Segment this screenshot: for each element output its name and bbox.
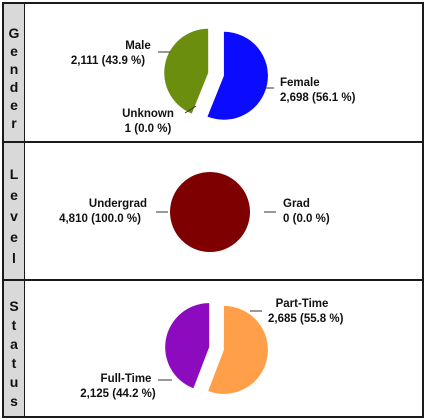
label-unknown-value: 1 (0.0 %)	[125, 123, 172, 135]
label-undergrad-count: 4,810	[59, 213, 88, 225]
gender-pie: Male 2,111 (43.9 %) Female 2,698 (56.1 %…	[71, 28, 356, 135]
side-letter: v	[10, 208, 18, 224]
status-pie: Part-Time 2,685 (55.8 %) Full-Time 2,125…	[80, 298, 343, 400]
label-male-name: Male	[125, 40, 151, 52]
pie-slice-undergrad	[170, 172, 250, 252]
label-grad-value: 0 (0.0 %)	[283, 213, 330, 225]
label-female-pct: (56.1 %)	[312, 92, 356, 104]
label-grad-count: 0	[283, 213, 289, 225]
side-letter: e	[10, 97, 18, 113]
side-letter: e	[10, 43, 18, 59]
label-full-time-name: Full-Time	[101, 373, 152, 385]
label-grad-pct: (0.0 %)	[293, 213, 330, 225]
side-letter: s	[10, 393, 18, 409]
label-grad-name: Grad	[283, 198, 310, 210]
label-male-value: 2,111 (43.9 %)	[71, 55, 145, 67]
side-letter: a	[10, 336, 18, 352]
label-male-count: 2,111	[71, 55, 99, 67]
side-letter: t	[11, 355, 17, 371]
label-part-time-pct: (55.8 %)	[300, 313, 344, 325]
label-part-time-count: 2,685	[268, 313, 297, 325]
side-letter: u	[9, 374, 19, 390]
label-unknown-pct: (0.0 %)	[134, 123, 171, 135]
label-male-pct: (43.9 %)	[102, 55, 146, 67]
label-unknown-count: 1	[125, 123, 132, 135]
label-part-time-name: Part-Time	[276, 298, 329, 310]
pie-slice-female	[207, 31, 268, 120]
label-female-count: 2,698	[280, 92, 309, 104]
side-letter: r	[11, 115, 17, 131]
level-pie: Undergrad 4,810 (100.0 %) Grad 0 (0.0 %)	[59, 172, 330, 252]
pie-slice-part-time	[208, 305, 268, 394]
label-part-time-value: 2,685 (55.8 %)	[268, 313, 344, 325]
side-letter: t	[11, 317, 17, 333]
side-letter: e	[10, 229, 18, 245]
label-unknown-name: Unknown	[122, 108, 174, 120]
label-female-name: Female	[280, 77, 320, 89]
side-letter: l	[12, 250, 16, 266]
label-full-time-value: 2,125 (44.2 %)	[80, 388, 156, 400]
gender-panel: G e n d e r	[2, 2, 424, 143]
label-full-time-count: 2,125	[80, 388, 109, 400]
side-letter: e	[10, 187, 18, 203]
side-letter: L	[9, 166, 19, 182]
level-side-label: L e v e l	[4, 143, 25, 279]
status-side-label: S t a t u s	[4, 281, 25, 416]
label-undergrad-name: Undergrad	[89, 198, 147, 210]
side-letter: d	[9, 79, 19, 95]
gender-side-label: G e n d e r	[4, 4, 25, 141]
label-undergrad-value: 4,810 (100.0 %)	[59, 213, 141, 225]
label-full-time-pct: (44.2 %)	[112, 388, 156, 400]
pie-slice-male	[164, 28, 209, 114]
label-female-value: 2,698 (56.1 %)	[280, 92, 356, 104]
side-letter: G	[8, 25, 20, 41]
status-panel: S t a t u s	[2, 279, 424, 418]
pie-slice-full-time	[165, 303, 210, 389]
label-undergrad-pct: (100.0 %)	[91, 213, 141, 225]
leader-line-unknown	[184, 105, 197, 114]
side-letter: n	[9, 61, 19, 77]
side-letter: S	[9, 298, 19, 314]
